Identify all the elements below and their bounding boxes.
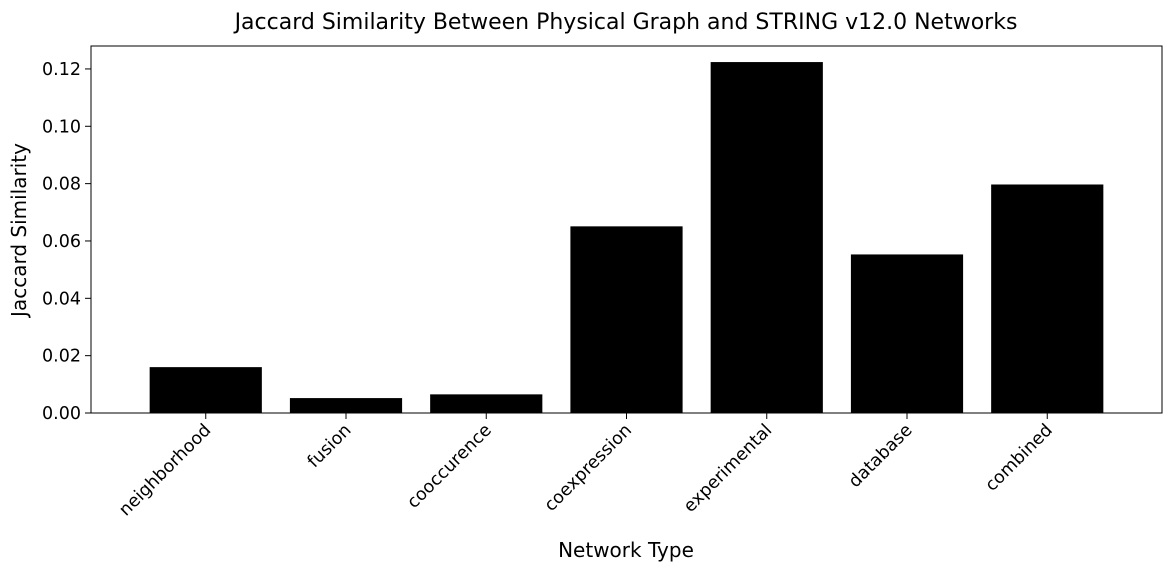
bar-coexpression bbox=[570, 226, 683, 413]
x-tick-label: neighborhood bbox=[115, 420, 215, 520]
bar-neighborhood bbox=[149, 367, 262, 414]
x-tick-label: coexpression bbox=[541, 420, 636, 515]
chart-title: Jaccard Similarity Between Physical Grap… bbox=[233, 10, 1018, 35]
x-tick-label: combined bbox=[982, 420, 1057, 495]
y-tick-label: 0.08 bbox=[42, 175, 81, 195]
bar-cooccurence bbox=[430, 394, 543, 413]
y-axis-label: Jaccard Similarity bbox=[7, 143, 31, 319]
y-tick-label: 0.12 bbox=[42, 60, 81, 80]
bar-experimental bbox=[710, 62, 823, 414]
y-tick-label: 0.04 bbox=[42, 289, 81, 309]
x-tick-label: cooccurence bbox=[404, 420, 496, 512]
x-tick-label: experimental bbox=[680, 420, 776, 516]
y-tick-label: 0.10 bbox=[42, 117, 81, 137]
bar-database bbox=[850, 254, 964, 413]
x-axis-label: Network Type bbox=[558, 538, 694, 562]
bar-fusion bbox=[289, 398, 403, 413]
y-tick-label: 0.00 bbox=[42, 404, 81, 424]
y-tick-label: 0.02 bbox=[42, 347, 81, 367]
y-axis-ticks: 0.00 0.02 0.04 0.06 0.08 0.10 0.12 bbox=[42, 60, 91, 424]
x-tick-label: fusion bbox=[304, 420, 356, 472]
x-axis-ticks: neighborhood fusion cooccurence coexpressio… bbox=[115, 413, 1057, 520]
y-tick-label: 0.06 bbox=[42, 232, 81, 252]
bars-group bbox=[149, 62, 1104, 414]
bar-combined bbox=[991, 184, 1104, 413]
x-tick-label: database bbox=[845, 420, 917, 492]
plot-frame bbox=[90, 45, 1163, 414]
